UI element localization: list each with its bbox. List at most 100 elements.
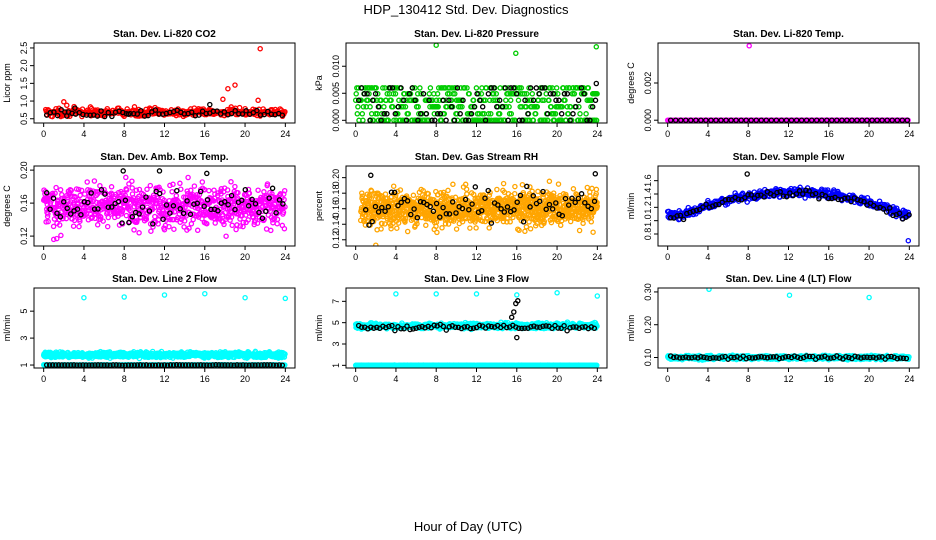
data-point [400, 104, 407, 110]
data-point [854, 117, 860, 123]
x-tick-label: 0 [665, 129, 670, 139]
data-point [143, 194, 149, 200]
data-point [221, 221, 227, 228]
y-tick-label: 2.5 [19, 42, 29, 55]
data-point [738, 117, 744, 123]
data-point [491, 85, 497, 91]
data-point [52, 190, 58, 196]
data-point [199, 179, 206, 185]
data-point [181, 218, 188, 224]
data-point [397, 187, 404, 193]
data-point [412, 97, 418, 104]
data-point [57, 214, 64, 220]
data-point [386, 85, 393, 91]
data-point [81, 191, 88, 197]
data-point [504, 204, 511, 210]
data-point [465, 117, 472, 123]
data-point [557, 222, 564, 229]
data-point [379, 204, 385, 211]
data-point [893, 205, 900, 211]
data-point [375, 209, 382, 215]
data-point [559, 212, 566, 219]
data-point [818, 117, 825, 123]
data-points [664, 43, 911, 123]
data-point [429, 117, 435, 123]
x-tick-label: 24 [592, 129, 602, 139]
data-point [266, 195, 272, 201]
data-point [417, 85, 423, 91]
data-point [210, 198, 217, 204]
data-point [751, 195, 758, 201]
data-point [493, 91, 500, 97]
data-point [571, 91, 578, 97]
data-point [365, 97, 371, 104]
data-point [454, 85, 461, 91]
data-point [457, 111, 463, 117]
data-point [507, 219, 513, 225]
data-point [98, 187, 105, 193]
data-point [593, 80, 600, 87]
data-point [549, 206, 556, 212]
data-point [71, 217, 78, 224]
data-point [54, 112, 61, 119]
data-point [758, 117, 765, 123]
data-point [459, 218, 466, 225]
data-point [905, 209, 912, 216]
data-point [221, 109, 228, 115]
data-point [545, 117, 551, 123]
data-point [690, 208, 696, 214]
data-point [358, 85, 365, 91]
data-point [263, 208, 269, 215]
data-point [361, 91, 368, 97]
x-tick-label: 16 [824, 252, 834, 262]
data-point [494, 104, 500, 110]
data-point [276, 197, 283, 203]
data-point [170, 216, 177, 223]
data-point [228, 110, 235, 117]
data-point [177, 180, 183, 187]
data-point [72, 105, 78, 111]
data-point [396, 97, 402, 104]
plot-frame [345, 42, 608, 124]
data-point [806, 188, 812, 194]
data-point [564, 104, 570, 110]
data-point [723, 117, 729, 123]
data-point [564, 91, 571, 97]
data-point [511, 207, 517, 213]
data-point [173, 192, 180, 199]
data-point [561, 91, 568, 97]
data-point [228, 179, 234, 185]
data-point [839, 117, 845, 123]
data-point [133, 187, 140, 193]
data-point [452, 85, 459, 91]
data-point [496, 97, 503, 104]
x-tick-label: 24 [904, 129, 914, 139]
data-point [392, 111, 399, 117]
data-point [274, 216, 281, 223]
data-point [562, 195, 569, 202]
data-point [513, 50, 519, 57]
data-point [77, 192, 83, 199]
panel-title: Stan. Dev. Gas Stream RH [415, 152, 538, 163]
data-point [228, 192, 235, 199]
data-point [592, 97, 599, 104]
data-point [800, 191, 806, 197]
data-point [415, 104, 421, 110]
data-point [98, 108, 104, 114]
data-point [440, 189, 447, 196]
data-point [446, 97, 452, 104]
y-tick-label: 0.16 [19, 194, 29, 212]
data-point [813, 117, 820, 123]
data-point [229, 222, 235, 229]
data-point [379, 220, 385, 227]
data-point [725, 196, 732, 203]
data-point [527, 226, 534, 232]
data-point [184, 198, 190, 204]
data-point [61, 199, 67, 205]
data-point [431, 111, 438, 117]
data-point [803, 117, 810, 123]
data-point [395, 202, 401, 209]
data-point [834, 117, 840, 123]
data-point [482, 117, 489, 123]
data-point [191, 183, 198, 189]
